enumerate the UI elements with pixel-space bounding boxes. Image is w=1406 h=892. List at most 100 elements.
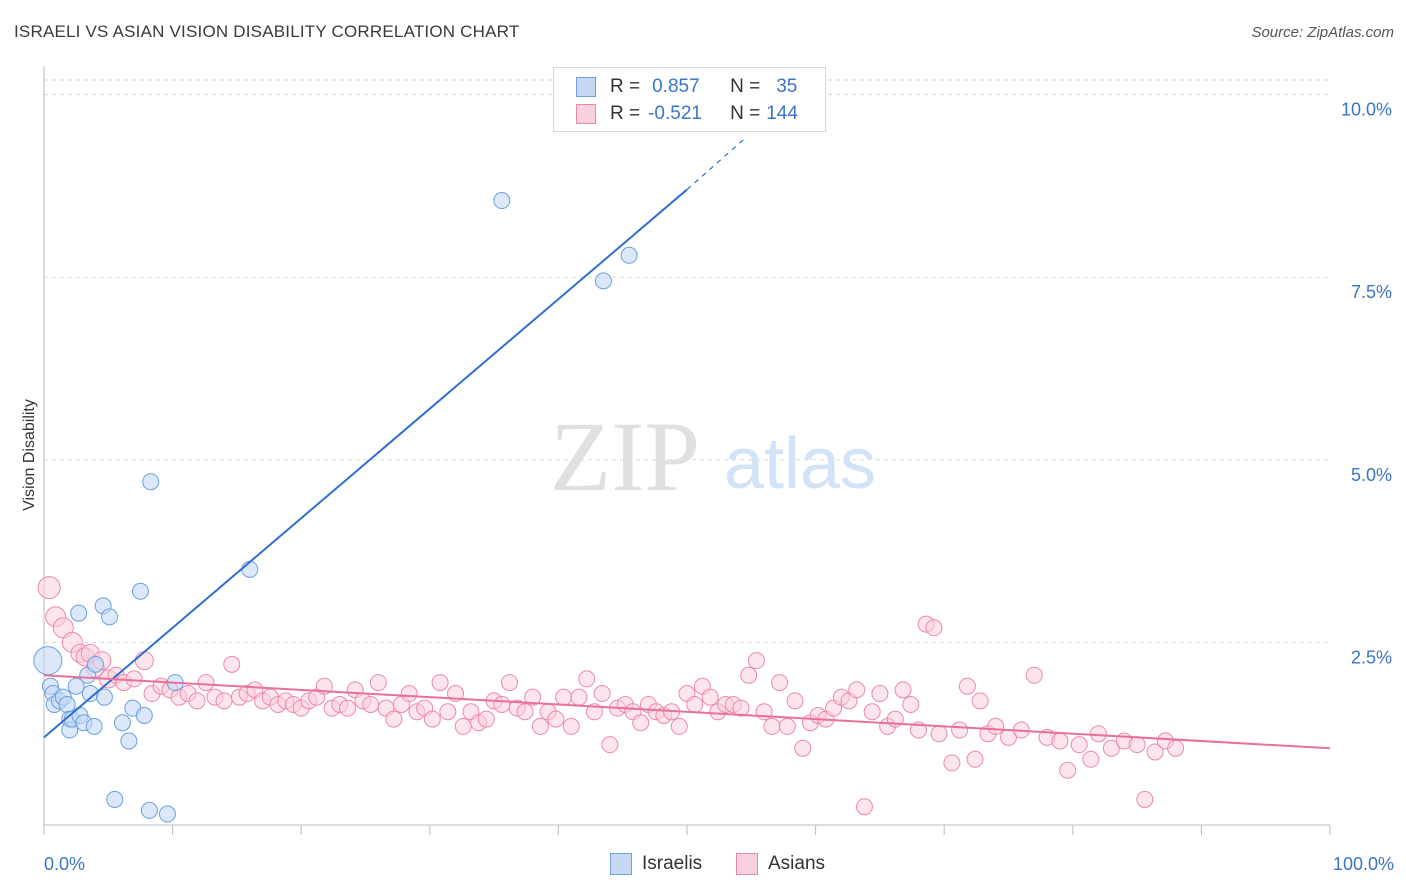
data-point-asians (951, 721, 969, 739)
data-point-asians (593, 685, 611, 703)
data-point-asians (670, 717, 688, 735)
data-point-asians (1082, 750, 1100, 768)
data-point-israelis (620, 246, 638, 264)
x-tick-label: 100.0% (1333, 854, 1394, 874)
data-point-asians (400, 685, 418, 703)
data-point-asians (125, 670, 143, 688)
data-point-asians (732, 699, 750, 717)
data-point-asians (971, 692, 989, 710)
data-point-asians (966, 750, 984, 768)
data-point-asians (902, 695, 920, 713)
data-point-israelis (86, 655, 104, 673)
data-point-asians (362, 695, 380, 713)
legend-n-label: N = (730, 76, 761, 97)
trend-line-israelis (43, 188, 688, 739)
data-point-asians (37, 576, 61, 600)
data-point-asians (197, 674, 215, 692)
tick-labels: 2.5% 5.0% 7.5% 10.0% 0.0% 100.0% (44, 100, 1394, 874)
bottom-legend-label-asians: Asians (768, 853, 826, 874)
grid-lines (44, 79, 1330, 643)
data-point-israelis (58, 695, 76, 713)
data-point-asians (516, 703, 534, 721)
data-point-asians (188, 692, 206, 710)
data-point-israelis (33, 646, 63, 676)
data-point-asians (439, 703, 457, 721)
data-point-asians (925, 619, 943, 637)
bottom-legend-asians: Asians (736, 852, 825, 876)
bottom-legend-swatch-israelis (610, 853, 632, 875)
data-point-israelis (101, 608, 119, 626)
data-point-israelis (140, 801, 158, 819)
watermark-atlas: atlas (724, 424, 876, 504)
legend-r-value-israelis: 0.857 (652, 76, 700, 97)
data-point-asians (686, 695, 704, 713)
data-point-israelis (158, 805, 176, 823)
bottom-legend-israelis: Israelis (610, 852, 702, 876)
bottom-legend-label-israelis: Israelis (642, 853, 703, 874)
data-point-asians (477, 710, 495, 728)
y-tick-label: 10.0% (1341, 100, 1392, 120)
data-point-asians (1070, 736, 1088, 754)
data-point-asians (524, 688, 542, 706)
data-point-asians (778, 717, 796, 735)
data-point-asians (871, 685, 889, 703)
trend-lines (43, 137, 1331, 750)
data-point-asians (848, 681, 866, 699)
israelis-series (33, 192, 638, 823)
data-point-asians (1025, 666, 1043, 684)
data-point-asians (501, 674, 519, 692)
y-tick-label: 7.5% (1351, 282, 1392, 302)
data-point-israelis (67, 677, 85, 695)
source-label: Source: ZipAtlas.com (1251, 24, 1394, 41)
correlation-legend: R = 0.857 N = 35 R = -0.521 N = 144 (553, 67, 826, 132)
data-point-asians (794, 739, 812, 757)
axes (43, 66, 1331, 835)
legend-n-value-asians: 144 (766, 103, 798, 124)
data-point-asians (555, 688, 573, 706)
legend-r-label: R = (610, 76, 641, 97)
data-point-israelis (131, 582, 149, 600)
data-point-asians (601, 736, 619, 754)
legend-swatch-israelis (576, 77, 596, 97)
data-point-asians (585, 703, 603, 721)
data-point-asians (1102, 739, 1120, 757)
data-point-israelis (594, 272, 612, 290)
data-point-asians (1090, 725, 1108, 743)
data-point-asians (930, 725, 948, 743)
data-point-asians (547, 710, 565, 728)
data-point-asians (134, 651, 154, 671)
data-point-asians (1146, 743, 1164, 761)
data-point-asians (531, 717, 549, 735)
data-point-asians (215, 692, 233, 710)
data-point-asians (1128, 736, 1146, 754)
legend-row-israelis: R = 0.857 N = 35 (576, 75, 797, 99)
data-point-asians (786, 692, 804, 710)
data-point-asians (1059, 761, 1077, 779)
legend-r-label: R = (610, 103, 641, 124)
legend-n-value-israelis: 35 (776, 76, 798, 97)
y-tick-label: 5.0% (1351, 465, 1392, 485)
data-point-asians (987, 717, 1005, 735)
data-point-asians (570, 688, 588, 706)
trend-line-israelis-extension (686, 137, 746, 191)
data-point-asians (1136, 790, 1154, 808)
data-point-israelis (142, 473, 160, 491)
data-point-asians (855, 798, 873, 816)
x-tick-label: 0.0% (44, 854, 85, 874)
bottom-legend-swatch-asians (736, 853, 758, 875)
data-point-asians (223, 655, 241, 673)
y-tick-label: 2.5% (1351, 647, 1392, 667)
data-point-asians (701, 688, 719, 706)
data-point-asians (431, 674, 449, 692)
data-point-israelis (95, 688, 113, 706)
data-point-asians (863, 703, 881, 721)
watermark-zip: ZIP (550, 401, 700, 512)
data-point-israelis (85, 717, 103, 735)
data-point-asians (1051, 732, 1069, 750)
data-point-asians (493, 695, 511, 713)
data-point-israelis (113, 714, 131, 732)
data-point-israelis (106, 790, 124, 808)
data-point-asians (632, 714, 650, 732)
legend-row-asians: R = -0.521 N = 144 (576, 102, 798, 126)
data-point-israelis (70, 604, 88, 622)
